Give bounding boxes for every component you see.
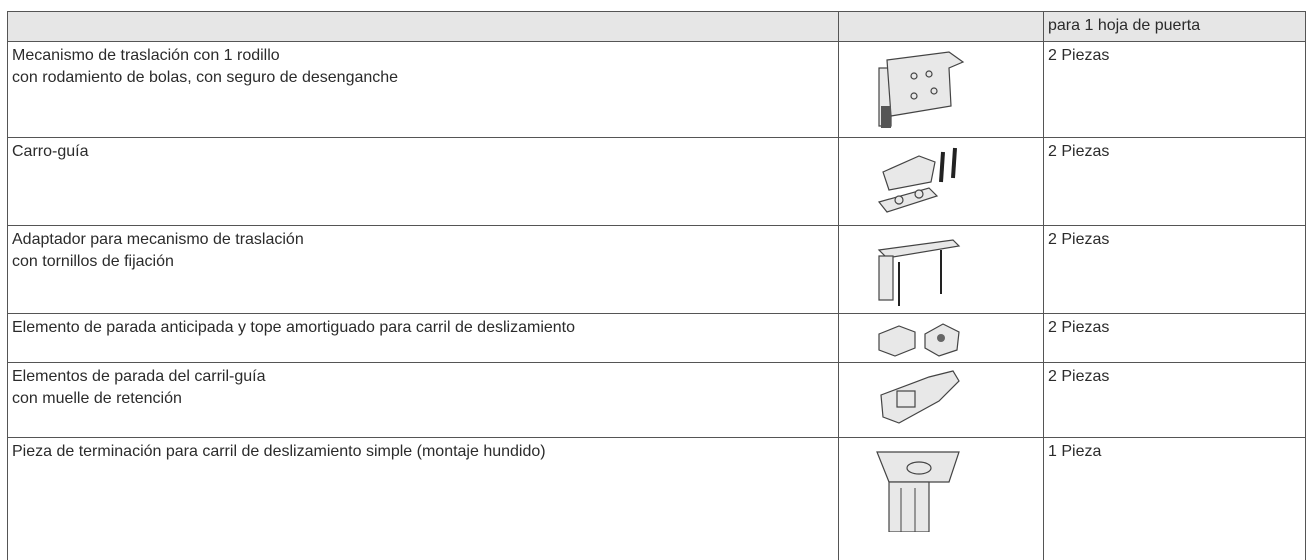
description-line: Pieza de terminación para carril de desl…	[12, 443, 546, 460]
header-cell	[7, 11, 838, 41]
image-cell	[838, 137, 1043, 225]
description-line: Adaptador para mecanismo de traslación	[12, 231, 304, 248]
quantity-cell: 2 Piezas	[1043, 362, 1306, 437]
quantity-cell: 2 Piezas	[1043, 41, 1306, 137]
quantity-text: 2 Piezas	[1048, 368, 1110, 385]
quantity-cell: 2 Piezas	[1043, 225, 1306, 313]
quantity-text: 1 Pieza	[1048, 443, 1102, 460]
quantity-text: 2 Piezas	[1048, 47, 1110, 64]
page: para 1 hoja de puerta Mecanismo de trasla…	[7, 11, 1306, 560]
part-icon	[869, 230, 969, 313]
description-line: Mecanismo de traslación con 1 rodillo	[12, 47, 280, 64]
image-cell	[838, 225, 1043, 313]
description-line: Elemento de parada anticipada y tope amo…	[12, 319, 576, 336]
description-cell: Pieza de terminación para carril de desl…	[7, 437, 838, 560]
quantity-text: 2 Piezas	[1048, 319, 1110, 336]
header-cell	[838, 11, 1043, 41]
quantity-text: 2 Piezas	[1048, 231, 1110, 248]
description-cell: Elemento de parada anticipada y tope amo…	[7, 313, 838, 362]
quantity-cell: 2 Piezas	[1043, 313, 1306, 362]
quantity-cell: 1 Pieza	[1043, 437, 1306, 560]
description-cell: Elementos de parada del carril-guía con m…	[7, 362, 838, 437]
quantity-text: 2 Piezas	[1048, 143, 1110, 160]
description-cell: Carro-guía	[7, 137, 838, 225]
description-cell: Mecanismo de traslación con 1 rodillo con…	[7, 41, 838, 137]
image-cell	[838, 437, 1043, 560]
part-icon	[869, 46, 969, 137]
description-line: Carro-guía	[12, 143, 89, 160]
description-cell: Adaptador para mecanismo de traslación co…	[7, 225, 838, 313]
part-icon	[869, 318, 969, 362]
description-line: con tornillos de fijación	[12, 253, 174, 270]
image-cell	[838, 362, 1043, 437]
image-cell	[838, 41, 1043, 137]
description-line: con muelle de retención	[12, 390, 182, 407]
part-icon	[869, 142, 969, 225]
description-line: Elementos de parada del carril-guía	[12, 368, 266, 385]
header-text: para 1 hoja de puerta	[1048, 17, 1201, 34]
header-cell: para 1 hoja de puerta	[1043, 11, 1306, 41]
part-icon	[869, 367, 969, 437]
image-cell	[838, 313, 1043, 362]
quantity-cell: 2 Piezas	[1043, 137, 1306, 225]
part-icon	[869, 442, 969, 539]
description-line: con rodamiento de bolas, con seguro de d…	[12, 69, 399, 86]
